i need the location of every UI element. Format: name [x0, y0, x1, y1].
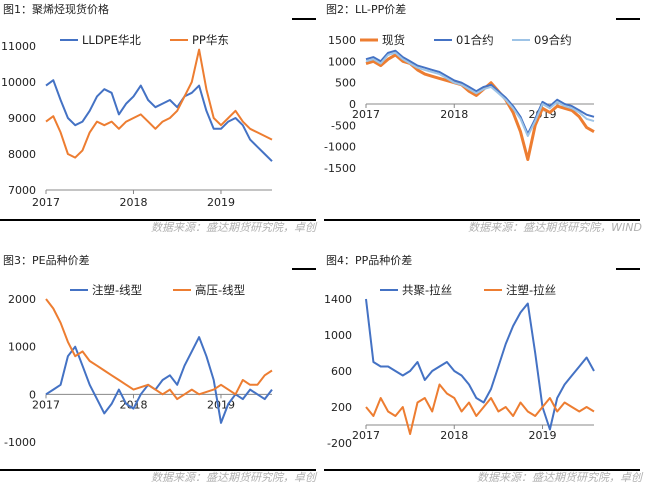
x-tick-label: 2018 [119, 398, 147, 411]
legend-label: LLDPE华北 [82, 33, 141, 47]
y-tick-label: 7000 [8, 184, 36, 197]
source-1: 数据来源：盛达期货研究院，卓创 [151, 221, 316, 234]
x-tick-label: 2019 [529, 429, 557, 442]
bottom-rule-2 [324, 219, 640, 221]
y-tick-label: -200 [327, 437, 352, 450]
x-tick-label: 2018 [440, 108, 468, 121]
y-tick-label: -1500 [324, 162, 356, 175]
bottom-rule-4 [324, 469, 640, 471]
y-tick-label: 1500 [328, 34, 356, 47]
y-tick-label: 1400 [324, 293, 352, 306]
x-tick-label: 2018 [440, 429, 468, 442]
series-line-1 [45, 79, 273, 162]
y-tick-label: 0 [349, 98, 356, 111]
legend-label: 01合约 [456, 33, 494, 47]
x-tick-label: 2019 [207, 196, 235, 209]
chart-1: 7000 8000 9000 10000 11000 2017 2018 2019 LLDPE华… [1, 33, 273, 209]
series-line-1 [365, 298, 595, 431]
y-tick-label: 600 [331, 365, 352, 378]
x-tick-label: 2018 [119, 196, 147, 209]
y-tick-label: 1000 [324, 329, 352, 342]
x-tick-label: 2017 [352, 429, 380, 442]
y-tick-label: 2000 [8, 293, 36, 306]
header-rule-4 [616, 268, 640, 270]
header-rule-3 [292, 268, 316, 270]
series-line-1 [45, 336, 273, 424]
y-tick-label: 10000 [1, 76, 36, 89]
series-line-2 [365, 49, 595, 135]
y-tick-label: 1000 [328, 55, 356, 68]
series-line-2 [45, 298, 273, 401]
y-tick-label: 200 [331, 401, 352, 414]
series-line-2 [45, 48, 273, 159]
legend-label: 共聚-拉丝 [402, 283, 452, 297]
y-tick-label: 8000 [8, 148, 36, 161]
source-4: 数据来源：盛达期货研究院，卓创 [477, 471, 642, 484]
header-rule-1 [292, 18, 316, 20]
y-tick-label: -500 [331, 119, 356, 132]
panel-title-4: 图4：PP品种价差 [326, 254, 413, 267]
legend-label: PP华东 [192, 33, 229, 47]
y-tick-label: -1000 [4, 436, 36, 449]
legend-label: 09合约 [534, 33, 572, 47]
series-line-3 [365, 51, 595, 137]
header-rule-2 [616, 18, 640, 20]
x-tick-label: 2017 [32, 398, 60, 411]
series-line-2 [365, 383, 595, 435]
panel-title-2: 图2：LL-PP价差 [326, 3, 407, 16]
series-line-1 [365, 53, 595, 161]
y-tick-label: 1000 [8, 341, 36, 354]
y-tick-label: 11000 [1, 40, 36, 53]
y-tick-label: 500 [335, 77, 356, 90]
x-tick-label: 2017 [32, 196, 60, 209]
bottom-rule-3 [0, 469, 316, 471]
y-tick-label: -1000 [324, 141, 356, 154]
legend-label: 现货 [382, 33, 405, 47]
chart-4: -200 200 600 1000 1400 2017 2018 2019 共聚-拉丝 注塑-拉丝 [324, 283, 595, 450]
legend-label: 注塑-拉丝 [506, 283, 556, 297]
bottom-rule-1 [0, 219, 316, 221]
source-2: 数据来源：盛达期货研究院，WIND [468, 221, 642, 234]
panel-title-3: 图3：PE品种价差 [3, 254, 90, 267]
panel-title-1: 图1：聚烯烃现货价格 [3, 3, 109, 16]
legend-label: 高压-线型 [195, 283, 245, 297]
x-tick-label: 2019 [207, 398, 235, 411]
legend-label: 注塑-线型 [92, 283, 142, 297]
y-tick-label: 9000 [8, 112, 36, 125]
source-3: 数据来源：盛达期货研究院，卓创 [151, 471, 316, 484]
y-tick-label: 0 [29, 388, 36, 401]
x-tick-label: 2017 [352, 108, 380, 121]
chart-3: -1000 0 1000 2000 2017 2018 2019 注塑-线型 高压-线型 [4, 283, 273, 449]
